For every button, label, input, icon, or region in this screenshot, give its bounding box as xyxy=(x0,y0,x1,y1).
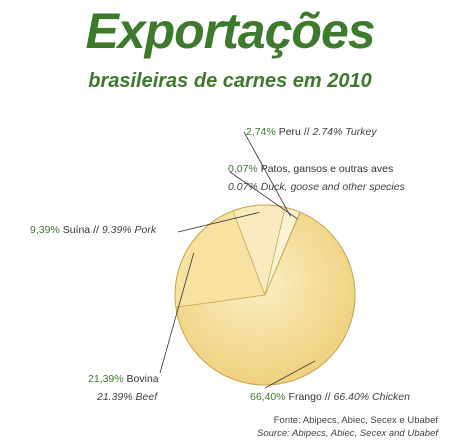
label-chicken: 66,40% Frango // 66.40% Chicken xyxy=(250,391,410,403)
leader-duck xyxy=(229,171,298,220)
source-pt: Fonte: Abipecs, Abiec, Secex e Ubabef xyxy=(273,415,438,426)
source-note: Fonte: Abipecs, Abiec, Secex e Ubabef So… xyxy=(257,414,438,440)
label-pork: 9,39% Suína // 9.39% Pork xyxy=(30,224,157,236)
leader-turkey xyxy=(243,131,291,217)
label-turkey: 2,74% Peru // 2.74% Turkey xyxy=(246,126,377,138)
label-beef: 21,39% Bovina xyxy=(88,373,159,385)
pie-rim xyxy=(174,204,356,386)
label-beef-en: 21.39% Beef xyxy=(97,391,158,403)
chart-title: Exportações xyxy=(85,3,375,59)
leader-beef xyxy=(159,252,195,374)
label-duck: 0,07% Patos, gansos e outras aves xyxy=(228,163,394,175)
chart-subtitle: brasileiras de carnes em 2010 xyxy=(88,70,372,92)
source-en: Source: Abipecs, Abiec, Secex and Ubabef xyxy=(257,428,438,439)
leader-chicken xyxy=(264,360,316,389)
leader-pork xyxy=(177,212,260,233)
label-duck-en: 0.07% Duck, goose and other species xyxy=(228,181,405,193)
